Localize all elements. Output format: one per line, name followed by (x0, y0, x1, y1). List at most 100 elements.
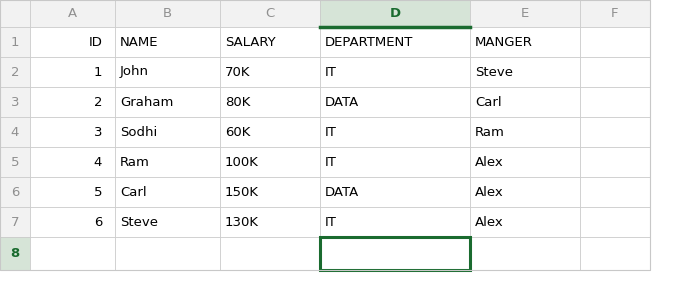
Text: 1: 1 (94, 65, 102, 79)
Bar (30, 27, 115, 57)
Bar (470, 27, 580, 57)
Bar (320, 117, 470, 147)
Text: IT: IT (325, 125, 337, 139)
Bar (0, 57, 30, 87)
Text: 150K: 150K (225, 185, 259, 198)
Text: 2: 2 (94, 95, 102, 109)
Text: 6: 6 (94, 216, 102, 228)
Bar (580, 27, 650, 57)
Bar (0, 207, 30, 237)
Text: 130K: 130K (225, 216, 259, 228)
Bar (30, 147, 115, 177)
Bar (220, 147, 320, 177)
Bar (115, 177, 220, 207)
Text: 4: 4 (11, 125, 19, 139)
Bar (30, 87, 115, 117)
Bar (0, 27, 30, 57)
Bar (30, 207, 115, 237)
Bar (220, 57, 320, 87)
Text: Sodhi: Sodhi (120, 125, 157, 139)
Bar (115, 117, 220, 147)
Bar (220, 237, 320, 270)
Bar (580, 117, 650, 147)
Bar (470, 147, 580, 177)
Bar (470, 237, 580, 270)
Bar (0, 117, 30, 147)
Bar (115, 57, 220, 87)
Bar (30, 237, 115, 270)
Text: 5: 5 (94, 185, 102, 198)
Text: 4: 4 (94, 155, 102, 168)
Bar (580, 207, 650, 237)
Bar (470, 177, 580, 207)
Bar (220, 177, 320, 207)
Text: Ram: Ram (120, 155, 150, 168)
Bar (220, 27, 320, 57)
Text: 60K: 60K (225, 125, 250, 139)
Text: 3: 3 (11, 95, 20, 109)
Text: B: B (163, 7, 172, 20)
Bar (470, 87, 580, 117)
Text: Steve: Steve (120, 216, 158, 228)
Text: 70K: 70K (225, 65, 250, 79)
Text: 5: 5 (11, 155, 20, 168)
Bar (0, 87, 30, 117)
Text: 7: 7 (11, 216, 20, 228)
Text: NAME: NAME (120, 36, 159, 49)
Text: 2: 2 (11, 65, 20, 79)
Text: 100K: 100K (225, 155, 259, 168)
Bar (30, 0, 115, 27)
Bar (30, 57, 115, 87)
Bar (220, 207, 320, 237)
Bar (320, 147, 470, 177)
Text: Steve: Steve (475, 65, 513, 79)
Text: IT: IT (325, 216, 337, 228)
Text: SALARY: SALARY (225, 36, 275, 49)
Bar (320, 0, 470, 27)
Text: DEPARTMENT: DEPARTMENT (325, 36, 413, 49)
Text: E: E (521, 7, 529, 20)
Bar (30, 177, 115, 207)
Text: 3: 3 (94, 125, 102, 139)
Bar (0, 0, 30, 27)
Text: IT: IT (325, 65, 337, 79)
Bar (320, 27, 470, 57)
Bar (580, 57, 650, 87)
Bar (580, 0, 650, 27)
Bar (320, 237, 470, 270)
Bar (220, 117, 320, 147)
Bar (115, 147, 220, 177)
Text: 80K: 80K (225, 95, 250, 109)
Text: Ram: Ram (475, 125, 505, 139)
Bar (580, 237, 650, 270)
Text: Alex: Alex (475, 216, 504, 228)
Text: DATA: DATA (325, 185, 359, 198)
Text: Carl: Carl (475, 95, 502, 109)
Text: MANGER: MANGER (475, 36, 533, 49)
Bar (220, 87, 320, 117)
Bar (115, 207, 220, 237)
Bar (30, 117, 115, 147)
Bar (115, 237, 220, 270)
Text: Alex: Alex (475, 155, 504, 168)
Bar (470, 207, 580, 237)
Bar (0, 237, 30, 270)
Bar (320, 237, 470, 270)
Bar (115, 27, 220, 57)
Bar (0, 147, 30, 177)
Text: 1: 1 (11, 36, 20, 49)
Text: C: C (265, 7, 275, 20)
Bar (470, 57, 580, 87)
Bar (470, 117, 580, 147)
Text: John: John (120, 65, 149, 79)
Bar (320, 87, 470, 117)
Text: Carl: Carl (120, 185, 146, 198)
Bar (320, 207, 470, 237)
Bar (320, 177, 470, 207)
Text: F: F (612, 7, 619, 20)
Text: Alex: Alex (475, 185, 504, 198)
Text: DATA: DATA (325, 95, 359, 109)
Bar (115, 87, 220, 117)
Bar (580, 177, 650, 207)
Bar (580, 147, 650, 177)
